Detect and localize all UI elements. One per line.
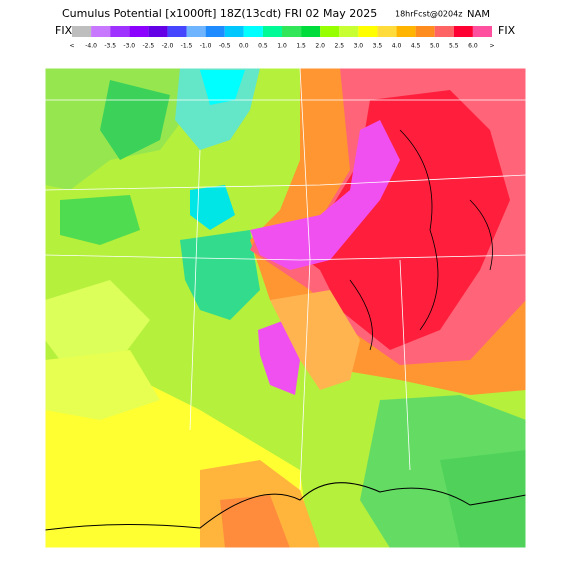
contours [349, 129, 493, 351]
colorbar-label: 6.0 [468, 43, 478, 50]
colorbar-swatch [72, 26, 92, 37]
colorbar-label: -3.5 [104, 43, 116, 50]
field [60, 195, 140, 245]
colorbar-swatch [453, 26, 473, 37]
colorbar-label: 5.5 [449, 43, 459, 50]
colorbar-label: 3.0 [354, 43, 364, 50]
map-frame [44, 67, 527, 549]
colorbar-label: -2.5 [143, 43, 155, 50]
forecast: 18hrFcst@0204z [395, 10, 462, 19]
colorbar-label: 3.5 [373, 43, 383, 50]
state-boundaries [44, 67, 527, 491]
colorbar: < -4.0 -3.5 -3.0 -2.5 -2.0 -1.5 -1.0 -0.5 0.0 0.5 1… [69, 26, 495, 50]
colorbar-swatch [205, 26, 225, 37]
colorbar-label: -0.5 [219, 43, 231, 50]
colorbar-right-label: FIX [498, 24, 516, 37]
colorbar-swatch [91, 26, 111, 37]
colorbar-label: 0.5 [258, 43, 268, 50]
colorbar-label: 1.0 [277, 43, 287, 50]
colorbar-swatch [243, 26, 263, 37]
colorbar-label: 2.0 [315, 43, 325, 50]
map [44, 67, 527, 549]
colorbar-swatch [434, 26, 454, 37]
colorbar-swatch [396, 26, 416, 37]
colorbar-label: < [69, 43, 74, 50]
colorbar-swatch [186, 26, 206, 37]
colorbar-label: > [489, 43, 494, 50]
colorbar-swatch [301, 26, 321, 37]
field [180, 230, 260, 320]
colorbar-label: -1.0 [200, 43, 212, 50]
colorbar-label: 2.5 [334, 43, 344, 50]
model: NAM [467, 9, 490, 20]
colorbar-swatch [472, 26, 492, 37]
field [200, 70, 245, 105]
field [220, 495, 290, 548]
colorbar-swatch [339, 26, 359, 37]
colorbar-label: 5.0 [430, 43, 440, 50]
colorbar-swatch [262, 26, 282, 37]
field [250, 120, 400, 270]
colorbar-swatch [129, 26, 149, 37]
colorbar-label: 1.5 [296, 43, 306, 50]
colorbar-swatch [358, 26, 378, 37]
colorbar-swatch [377, 26, 397, 37]
colorbar-label: 4.0 [392, 43, 402, 50]
colorbar-label: -1.5 [181, 43, 193, 50]
field [440, 450, 526, 548]
colorbar-swatch [148, 26, 168, 37]
colorbar-label: 4.5 [411, 43, 421, 50]
field [190, 185, 235, 230]
colorbar-swatch [167, 26, 187, 37]
colorbar-swatch [224, 26, 244, 37]
colorbar-label: -4.0 [85, 43, 97, 50]
colorbar-label: 0.0 [239, 43, 249, 50]
colorbar-swatch [110, 26, 130, 37]
colorbar-swatch [415, 26, 435, 37]
field [280, 90, 510, 350]
colorbar-label: -3.0 [123, 43, 135, 50]
colorbar-swatch [320, 26, 340, 37]
coastline [44, 482, 527, 531]
field [45, 350, 160, 420]
field [45, 280, 150, 360]
title: Cumulus Potential [x1000ft] 18Z(13cdt) F… [62, 7, 377, 20]
colorbar-swatch [282, 26, 302, 37]
field [270, 290, 360, 390]
colorbar-left-label: FIX [55, 24, 73, 37]
colorbar-label: -2.0 [162, 43, 174, 50]
